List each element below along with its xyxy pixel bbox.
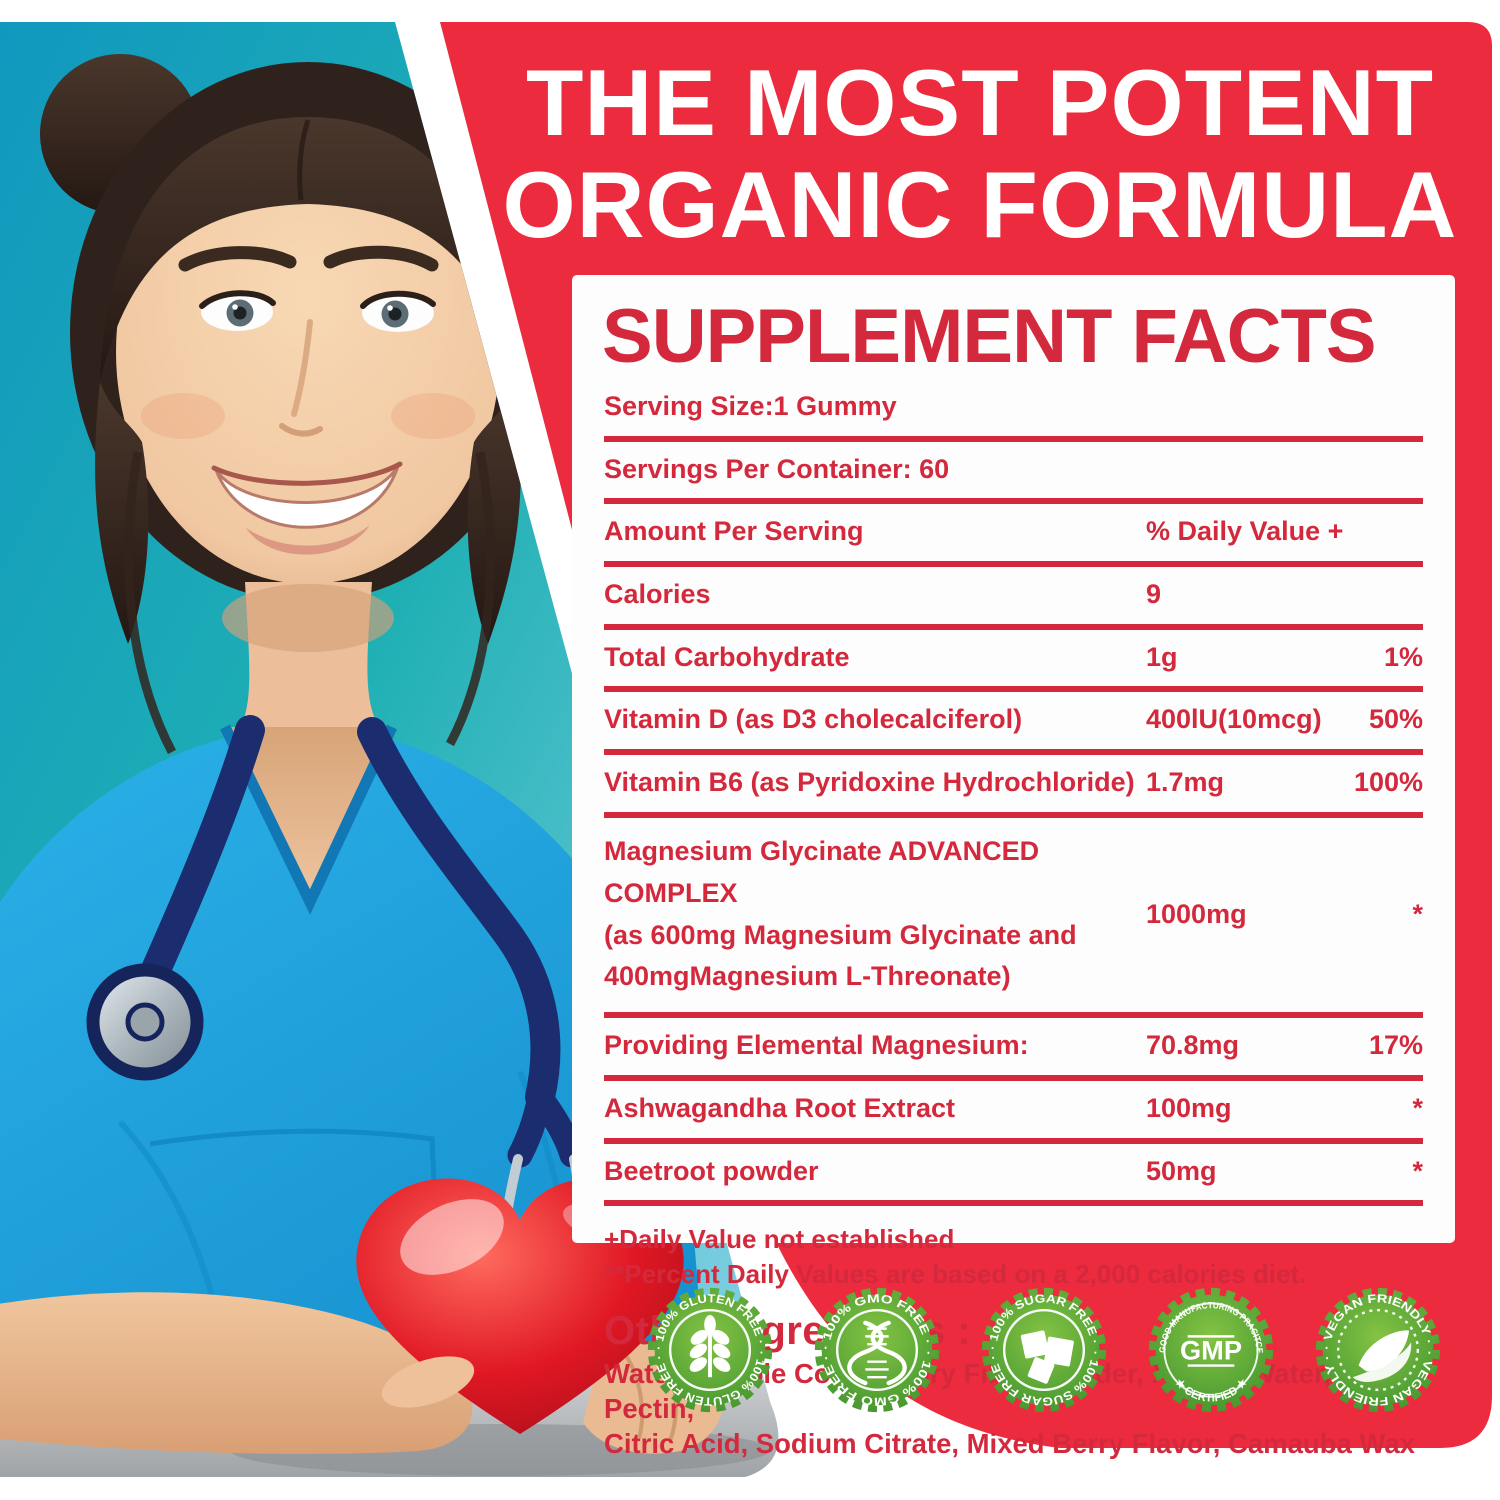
footnote-percent: **Percent Daily Values are based on a 2,… (604, 1258, 1307, 1289)
row-dv: 50% (1368, 704, 1423, 735)
row-name: Beetroot powder (604, 1155, 819, 1186)
row-name: Calories (604, 579, 711, 610)
row-dv: * (1412, 1155, 1423, 1186)
gmp-certified-badge: GOOD MANUFACTURING PRACITCE ★ CERTIFIED … (1148, 1287, 1274, 1413)
servings-per-container: Servings Per Container: 60 (604, 453, 950, 484)
row-amount: 400lU(10mcg) (1146, 704, 1322, 735)
sugar-cubes-icon (1020, 1330, 1074, 1384)
table-row: Vitamin D (as D3 cholecalciferol) 400lU(… (604, 692, 1423, 756)
serving-size: Serving Size:1 Gummy (604, 391, 897, 421)
table-row: Vitamin B6 (as Pyridoxine Hydrochloride)… (604, 755, 1423, 818)
row-dv: 100% (1353, 767, 1423, 798)
row-amount: 100mg (1146, 1092, 1232, 1123)
row-dv: 1% (1383, 641, 1423, 672)
title-line-1: THE MOST POTENT (526, 50, 1434, 155)
title-line-2: ORGANIC FORMULA (502, 152, 1458, 258)
gluten-free-badge: · 100% GLUTEN FREE · · 100% GLUTEN FREE … (647, 1287, 773, 1413)
row-name: Providing Elemental Magnesium: (604, 1030, 1029, 1061)
row-name: Vitamin B6 (as Pyridoxine Hydrochloride) (604, 767, 1135, 798)
footnotes: +Daily Value not established **Percent D… (604, 1206, 1423, 1295)
row-amount: 1.7mg (1146, 767, 1225, 798)
sugar-free-badge: · 100% SUGAR FREE · · 100% SUGAR FREE · (981, 1287, 1107, 1413)
leaf-icon (1352, 1330, 1412, 1383)
row-amount: 50mg (1146, 1155, 1217, 1186)
footnote-daily-value: +Daily Value not established (604, 1224, 955, 1255)
table-row: Ashwagandha Root Extract 100mg * (604, 1081, 1423, 1144)
row-name: Vitamin D (as D3 cholecalciferol) (604, 704, 1023, 735)
wheat-icon (689, 1315, 731, 1378)
table-row: Providing Elemental Magnesium: 70.8mg 17… (604, 1018, 1423, 1081)
table-row-magnesium: Magnesium Glycinate ADVANCED COMPLEX (as… (604, 818, 1423, 1019)
daily-value-header: % Daily Value + (1146, 516, 1344, 547)
supplement-facts-panel: SUPPLEMENT FACTS Serving Size:1 Gummy Se… (572, 275, 1455, 1459)
facts-header-row: Amount Per Serving % Daily Value + (604, 504, 1423, 568)
table-row: Total Carbohydrate 1g 1% (604, 630, 1423, 693)
row-amount: 9 (1146, 579, 1162, 610)
row-name: Magnesium Glycinate ADVANCED COMPLEX (as… (604, 835, 1077, 992)
svg-text:GMP: GMP (1180, 1335, 1242, 1366)
row-name: Ashwagandha Root Extract (604, 1092, 956, 1123)
hair-front (95, 117, 521, 644)
table-row: Calories 9 (604, 567, 1423, 630)
gmo-free-badge: · 100% GMO FREE · · 100% GMO FREE · (814, 1287, 940, 1413)
table-row: Beetroot powder 50mg * (604, 1144, 1423, 1207)
facts-heading: SUPPLEMENT FACTS (602, 294, 1377, 379)
row-name: Total Carbohydrate (604, 641, 850, 672)
row-amount: 1g (1146, 641, 1178, 672)
row-amount: 1000mg (1146, 898, 1247, 929)
face-features (141, 245, 475, 555)
vegan-friendly-badge: · VEGAN FRIENDLY · · VEGAN FRIENDLY · (1315, 1287, 1441, 1413)
row-dv: * (1412, 1092, 1423, 1123)
dna-icon (847, 1320, 907, 1386)
row-amount: 70.8mg (1146, 1030, 1240, 1061)
row-dv: * (1412, 898, 1423, 929)
amount-per-serving-header: Amount Per Serving (604, 516, 864, 547)
gmp-seal: GMP (1180, 1335, 1242, 1367)
row-dv: 17% (1368, 1030, 1423, 1061)
page-title: THE MOST POTENT ORGANIC FORMULA (465, 50, 1495, 258)
